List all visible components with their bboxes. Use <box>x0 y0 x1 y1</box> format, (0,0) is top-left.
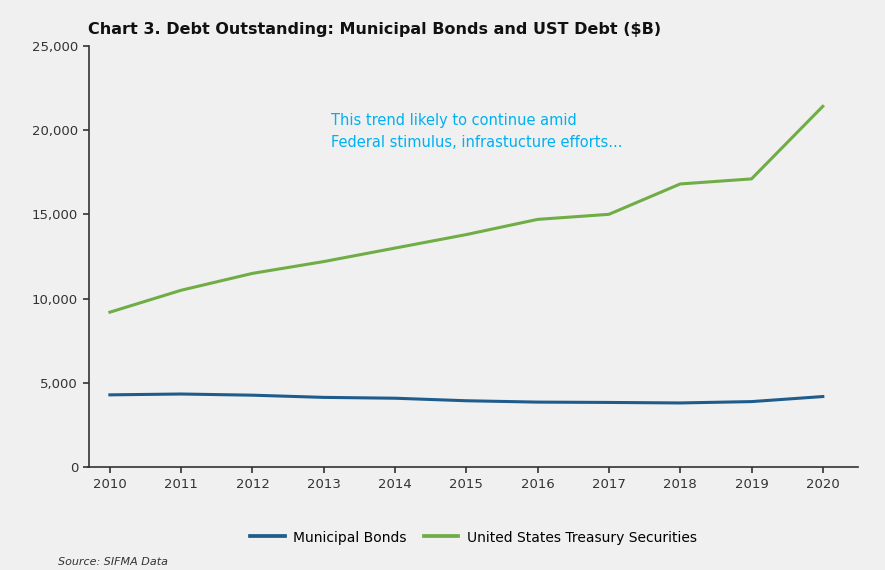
Legend: Municipal Bonds, United States Treasury Securities: Municipal Bonds, United States Treasury … <box>245 525 702 550</box>
Text: Chart 3. Debt Outstanding: Municipal Bonds and UST Debt ($B): Chart 3. Debt Outstanding: Municipal Bon… <box>88 22 662 38</box>
Text: Source: SIFMA Data: Source: SIFMA Data <box>58 557 167 567</box>
Text: This trend likely to continue amid
Federal stimulus, infrastucture efforts...: This trend likely to continue amid Feder… <box>331 113 622 150</box>
